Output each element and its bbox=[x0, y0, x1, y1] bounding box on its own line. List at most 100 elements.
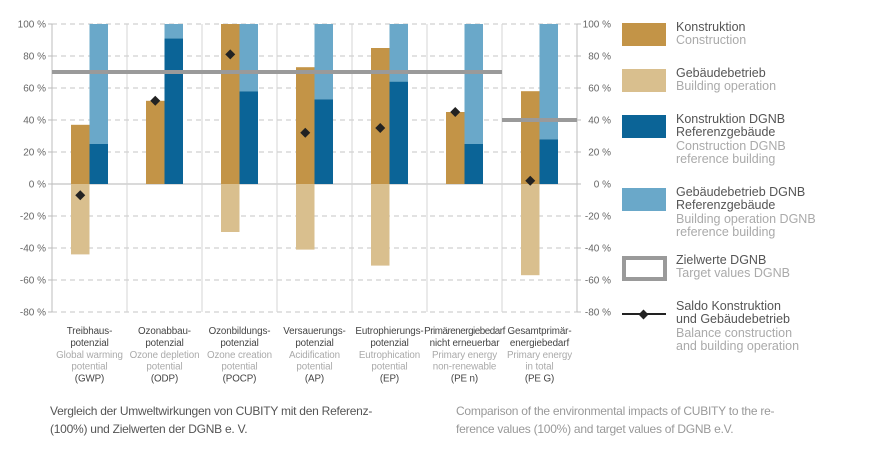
caption-english: Comparison of the environmental impacts … bbox=[456, 402, 775, 438]
category-label: potential bbox=[146, 362, 182, 373]
y-tick-label-left: 40 % bbox=[23, 116, 46, 127]
bar-ref-construction bbox=[464, 144, 483, 184]
y-tick-label-right: 100 % bbox=[583, 20, 611, 31]
category-label: potential bbox=[221, 362, 257, 373]
category-label: Treibhaus- bbox=[67, 326, 112, 337]
category-label: non-renewable bbox=[433, 362, 497, 373]
category-label: potential bbox=[371, 362, 407, 373]
bars bbox=[71, 24, 558, 276]
category-label: Primärenergiebedarf bbox=[424, 326, 505, 337]
bar-ref-operation bbox=[539, 24, 558, 140]
y-axis-tick-labels: 100 % 100 % 80 % 80 % 60 % 60 % 40 % 40 % 20 % 20… bbox=[18, 20, 611, 319]
category-label: energiebedarf bbox=[510, 338, 570, 349]
category-label: Ozone creation bbox=[207, 350, 272, 361]
y-tick-label-right: 0 % bbox=[594, 180, 611, 191]
y-tick-label-left: 0 % bbox=[29, 180, 46, 191]
bar-ref-operation bbox=[164, 24, 183, 39]
bar-ref-operation bbox=[464, 24, 483, 144]
category-label: Versauerungs- bbox=[283, 326, 345, 337]
y-tick-label-right: -80 % bbox=[585, 308, 611, 319]
bar-construction bbox=[521, 91, 540, 184]
category-label: Eutrophierungs- bbox=[355, 326, 423, 337]
category-label: (EP) bbox=[380, 374, 399, 385]
bar-building-operation bbox=[71, 184, 90, 255]
y-tick-label-right: 20 % bbox=[588, 148, 611, 159]
bar-construction bbox=[146, 100, 165, 184]
balance-marker bbox=[450, 107, 461, 117]
y-tick-label-right: 40 % bbox=[588, 116, 611, 127]
category-label: Global warming bbox=[56, 350, 123, 361]
category-label: Ozonbildungs- bbox=[209, 326, 271, 337]
category-label: Ozonabbau- bbox=[138, 326, 191, 337]
category-label: Eutrophication bbox=[359, 350, 420, 361]
category-label: nicht erneuerbar bbox=[430, 338, 501, 349]
bar-building-operation bbox=[296, 184, 315, 250]
category-label: Gesamtprimär- bbox=[507, 326, 571, 337]
y-tick-label-right: -60 % bbox=[585, 276, 611, 287]
category-label: Ozone depletion bbox=[130, 350, 200, 361]
y-tick-label-left: 80 % bbox=[23, 52, 46, 63]
y-tick-label-right: 60 % bbox=[588, 84, 611, 95]
bar-ref-construction bbox=[164, 38, 183, 185]
bar-ref-construction bbox=[89, 144, 108, 184]
category-label: Acidification bbox=[289, 350, 340, 361]
category-label: (GWP) bbox=[75, 374, 104, 385]
caption-line: Comparison of the environmental impacts … bbox=[456, 404, 775, 418]
category-label: potenzial bbox=[70, 338, 108, 349]
category-label: (PE G) bbox=[525, 374, 554, 385]
bar-ref-operation bbox=[389, 24, 408, 82]
balance-marker bbox=[300, 127, 311, 138]
balance-marker bbox=[75, 190, 86, 201]
bar-building-operation bbox=[221, 184, 240, 232]
category-label: (ODP) bbox=[151, 374, 178, 385]
category-label: Primary energy bbox=[507, 350, 572, 361]
category-label: in total bbox=[525, 362, 553, 373]
category-label: Primary energy bbox=[432, 350, 497, 361]
category-label: (PE n) bbox=[451, 374, 478, 385]
y-tick-label-left: 100 % bbox=[18, 20, 46, 31]
caption-line: ference values (100%) and target values … bbox=[456, 422, 734, 436]
category-label: (AP) bbox=[305, 374, 324, 385]
y-tick-label-left: -60 % bbox=[20, 276, 46, 287]
bar-construction bbox=[221, 24, 240, 184]
bar-construction bbox=[371, 48, 390, 184]
bar-ref-construction bbox=[539, 139, 558, 184]
target-lines bbox=[52, 70, 577, 122]
category-label: potenzial bbox=[145, 338, 183, 349]
y-tick-label-right: 80 % bbox=[588, 52, 611, 63]
balance-marker bbox=[525, 175, 536, 186]
y-tick-label-right: -40 % bbox=[585, 244, 611, 255]
category-label: potenzial bbox=[370, 338, 408, 349]
y-tick-label-left: 60 % bbox=[23, 84, 46, 95]
bar-ref-operation bbox=[89, 24, 108, 144]
bar-ref-operation bbox=[239, 24, 258, 92]
bar-building-operation bbox=[371, 184, 390, 266]
bar-construction bbox=[71, 124, 90, 184]
balance-markers bbox=[75, 49, 536, 201]
category-label: (POCP) bbox=[223, 374, 257, 385]
y-tick-label-left: -20 % bbox=[20, 212, 46, 223]
balance-marker bbox=[375, 123, 386, 133]
category-label: potenzial bbox=[295, 338, 333, 349]
balance-marker bbox=[225, 49, 236, 60]
bar-ref-construction bbox=[389, 81, 408, 184]
bar-ref-construction bbox=[239, 91, 258, 184]
bar-construction bbox=[296, 67, 315, 184]
category-label: potenzial bbox=[220, 338, 258, 349]
bar-construction bbox=[446, 112, 465, 184]
bar-ref-operation bbox=[314, 24, 333, 100]
category-label: potential bbox=[71, 362, 107, 373]
caption-german: Vergleich der Umweltwirkungen von CUBITY… bbox=[50, 402, 372, 438]
category-label: potential bbox=[296, 362, 332, 373]
balance-marker bbox=[150, 95, 161, 106]
y-tick-label-right: -20 % bbox=[585, 212, 611, 223]
caption-line: Vergleich der Umweltwirkungen von CUBITY… bbox=[50, 404, 373, 418]
y-tick-label-left: -40 % bbox=[20, 244, 46, 255]
bar-ref-construction bbox=[314, 99, 333, 184]
bar-building-operation bbox=[521, 184, 540, 276]
y-tick-label-left: -80 % bbox=[20, 308, 46, 319]
y-tick-label-left: 20 % bbox=[23, 148, 46, 159]
caption-line: (100%) und Zielwerten der DGNB e. V. bbox=[50, 422, 248, 436]
